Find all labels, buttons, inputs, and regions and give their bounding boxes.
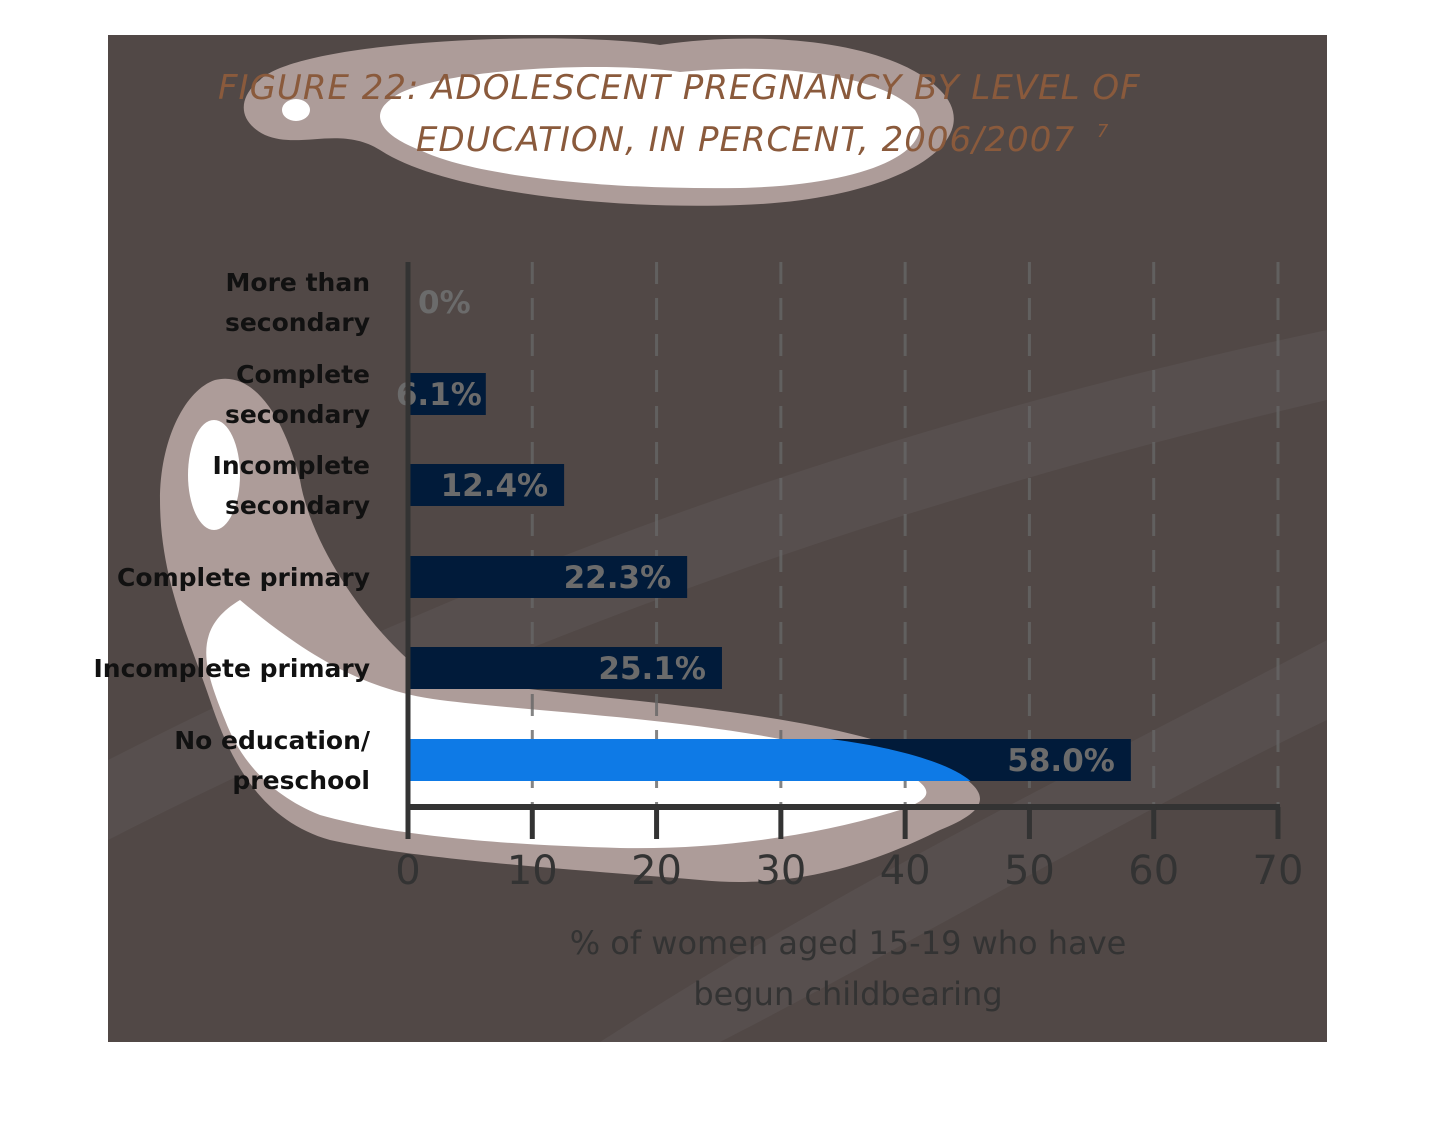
chart-title-superscript: 7 [1097,121,1109,142]
x-tick-label: 30 [755,848,806,894]
x-tick-label: 50 [1004,848,1055,894]
bar-highlight [410,739,971,781]
category-label: No education/ [174,726,371,755]
x-tick-labels: 0 10 20 30 40 50 60 70 [395,848,1303,894]
bar [410,464,565,506]
value-label: 22.3% [564,560,672,596]
x-tick-label: 60 [1128,848,1179,894]
x-tick-label: 10 [507,848,558,894]
value-label: 58.0% [1007,743,1115,779]
category-labels: More than secondary Complete secondary Incom… [93,268,370,795]
category-label: Incomplete primary [93,654,370,683]
category-label: preschool [232,766,370,795]
category-label: Complete primary [117,563,370,592]
value-label: 12.4% [441,468,549,504]
background-swoosh [600,640,1327,1042]
bar [410,373,486,415]
category-label: secondary [225,491,370,520]
chart-title-line2: EDUCATION, IN PERCENT, 2006/2007 7 [416,120,1109,160]
bar [410,647,722,689]
x-axis-title-line2: begun childbearing [693,975,1002,1013]
chart-title-line1: FIGURE 22: ADOLESCENT PREGNANCY BY LEVEL… [218,68,1141,108]
x-tick-label: 0 [395,848,420,894]
category-label: secondary [225,400,370,429]
axes [405,262,1281,839]
x-tick-label: 40 [880,848,931,894]
x-tick-label: 70 [1253,848,1304,894]
bar [410,556,688,598]
x-tick-label: 20 [631,848,682,894]
background-swoosh [108,330,1327,840]
bars: 0%6.1%12.4%22.3%25.1%58.0% [396,285,1131,781]
x-axis-title-line1: % of women aged 15-19 who have [570,924,1127,962]
chart-title-line2-text: EDUCATION, IN PERCENT, 2006/2007 [416,120,1075,160]
grid-lines [530,262,1280,807]
category-label: Incomplete [213,451,370,480]
value-label: 0% [418,285,471,321]
category-label: Complete [236,360,370,389]
title-blob [243,38,954,206]
value-label: 25.1% [598,651,706,687]
category-label: secondary [225,308,370,337]
category-label: More than [226,268,370,297]
